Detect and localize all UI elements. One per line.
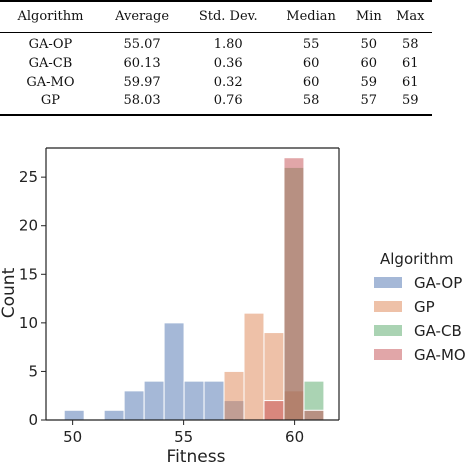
bar-ga-op-5	[183, 380, 205, 421]
legend-label-ga-cb: GA-CB	[414, 322, 462, 340]
statistics-table: Algorithm Average Std. Dev. Median Min M…	[0, 0, 432, 116]
header-min: Min	[355, 9, 382, 24]
table-cell: 59.97	[123, 75, 161, 90]
table-cell: 0.76	[213, 93, 243, 108]
y-tick-label: 0	[28, 411, 38, 429]
table-cell: 58	[401, 37, 419, 52]
table-cell: 60.13	[123, 56, 161, 71]
table-cell: 0.32	[213, 75, 243, 90]
chart-legend: Algorithm GA-OP GP GA-CB GA-MO	[374, 250, 466, 364]
y-tick-label: 10	[19, 314, 38, 332]
y-tick-label: 25	[19, 168, 38, 186]
bar-ga-mo-1	[283, 157, 305, 421]
legend-label-ga-op: GA-OP	[414, 274, 462, 292]
table-cell: GA-CB	[28, 56, 73, 71]
legend-swatch-ga-cb	[374, 325, 402, 336]
table-cell: 60	[360, 56, 378, 71]
bar-ga-mo-0	[263, 400, 285, 421]
table-row: GA-CB 60.13 0.36 60 60 61	[0, 54, 432, 73]
table-cell: 60	[302, 75, 320, 90]
header-std-dev: Std. Dev.	[198, 9, 258, 24]
table-cell: 60	[302, 56, 320, 71]
y-axis-label: Count	[0, 267, 19, 318]
bar-gp-0	[223, 370, 245, 421]
table-row: GA-MO 59.97 0.32 60 59 61	[0, 73, 432, 92]
table-cell: 58	[302, 93, 320, 108]
y-tick-label: 20	[19, 217, 38, 235]
table-cell: GA-OP	[28, 37, 73, 52]
table-cell: GA-MO	[26, 75, 75, 90]
bar-ga-op-2	[123, 390, 145, 421]
histogram-bars	[63, 157, 325, 421]
table-cell: 1.80	[213, 37, 243, 52]
header-max: Max	[396, 9, 425, 24]
x-axis-label: Fitness	[167, 447, 226, 464]
bar-ga-op-4	[163, 322, 185, 421]
x-tick-label: 50	[63, 428, 82, 446]
table-cell: 57	[360, 93, 378, 108]
bar-ga-mo-2	[303, 409, 325, 421]
bar-ga-op-1	[103, 409, 125, 421]
y-tick-label: 5	[28, 362, 38, 380]
x-tick-label: 55	[174, 428, 193, 446]
legend-title: Algorithm	[380, 250, 453, 268]
header-average: Average	[115, 9, 170, 24]
legend-swatch-gp	[374, 301, 402, 312]
legend-label-gp: GP	[414, 298, 435, 316]
table-row: GA-OP 55.07 1.80 55 50 58	[0, 33, 432, 55]
table-cell: 58.03	[123, 93, 161, 108]
header-algorithm: Algorithm	[17, 9, 84, 24]
table-cell: 0.36	[213, 56, 243, 71]
y-tick-label: 15	[19, 265, 38, 283]
bar-ga-op-6	[203, 380, 225, 421]
bar-ga-op-3	[143, 380, 165, 421]
bar-ga-op-0	[63, 409, 85, 421]
header-median: Median	[286, 9, 336, 24]
legend-swatch-ga-op	[374, 277, 402, 288]
table-cell: 61	[401, 75, 419, 90]
table-cell: 59	[401, 93, 419, 108]
table-cell: 59	[360, 75, 378, 90]
table-row: GP 58.03 0.76 58 57 59	[0, 92, 432, 115]
table-cell: 61	[401, 56, 419, 71]
legend-swatch-ga-mo	[374, 349, 402, 360]
bar-gp-1	[243, 312, 265, 421]
table-cell: 55	[302, 37, 320, 52]
table-header-row: Algorithm Average Std. Dev. Median Min M…	[0, 1, 432, 33]
chart-axes: 0 5 10 15 20 25 50 55 60	[19, 147, 340, 446]
table-cell: 55.07	[123, 37, 161, 52]
legend-label-ga-mo: GA-MO	[414, 346, 466, 364]
table-cell: 50	[360, 37, 378, 52]
table-cell: GP	[40, 93, 61, 108]
x-tick-label: 60	[285, 428, 304, 446]
